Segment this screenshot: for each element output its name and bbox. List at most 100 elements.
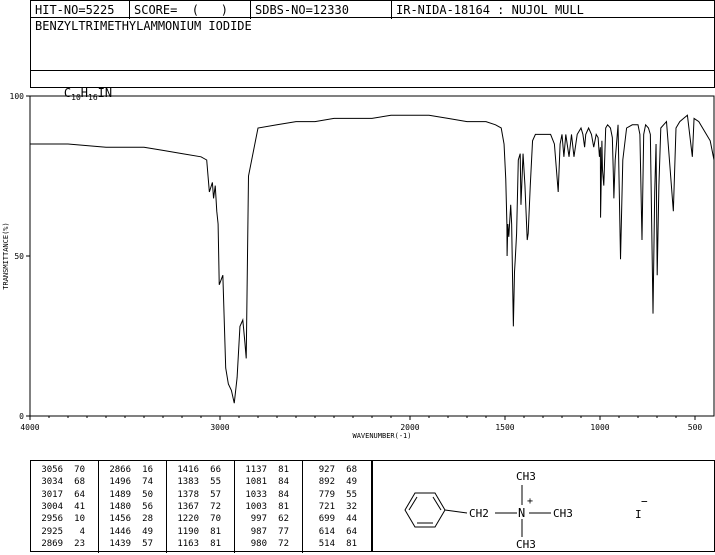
peak-row: 892 49 [309, 476, 357, 488]
x-axis-label: WAVENUMBER(-1) [352, 432, 411, 440]
peak-row: 1137 81 [241, 464, 289, 476]
nitrogen-atom: N [518, 506, 525, 520]
peak-row: 3004 41 [37, 501, 85, 513]
peak-wavenumber: 997 [250, 514, 267, 525]
peak-wavenumber: 1033 [245, 489, 267, 500]
peak-transmittance: 10 [74, 514, 85, 525]
header-divider [129, 1, 130, 19]
peak-transmittance: 57 [142, 538, 153, 549]
peak-wavenumber: 1416 [177, 465, 199, 475]
peak-wavenumber: 2925 [41, 526, 63, 537]
ch2-group: CH2 [469, 507, 489, 520]
peak-transmittance: 41 [74, 501, 85, 512]
peak-wavenumber: 1496 [109, 477, 131, 488]
y-axis-label: TRANSMITTANCE(%) [2, 222, 10, 289]
peak-row: 1367 72 [173, 501, 221, 513]
peak-row: 980 72 [241, 538, 289, 550]
score: SCORE= ( ) [134, 3, 228, 17]
peak-row: 1456 28 [105, 513, 153, 525]
positive-charge: + [527, 496, 533, 507]
peak-wavenumber: 1137 [245, 465, 267, 475]
peak-row: 721 32 [309, 501, 357, 513]
peak-wavenumber: 1446 [109, 526, 131, 537]
peak-column: 2866 16 1496 74 1489 50 1480 56 1456 28 1446 49 1439… [99, 461, 167, 553]
peak-row: 997 62 [241, 513, 289, 525]
peak-wavenumber: 1220 [177, 514, 199, 525]
peak-transmittance: 68 [74, 477, 85, 488]
peak-wavenumber: 2956 [41, 514, 63, 525]
peak-row: 987 77 [241, 526, 289, 538]
formula-divider [31, 70, 714, 71]
peak-transmittance: 70 [74, 465, 85, 475]
x-tick-label: 3000 [210, 423, 229, 432]
peak-wavenumber: 2866 [109, 465, 131, 475]
peak-column: 1416 66 1383 55 1378 57 1367 72 1220 70 1190 81 1163… [167, 461, 235, 553]
methyl-top: CH3 [516, 470, 536, 483]
y-tick-label: 100 [10, 92, 25, 101]
peak-table: 3056 70 3034 68 3017 64 3004 41 2956 10 2925 4 2869 2… [30, 460, 372, 553]
peak-wavenumber: 1378 [177, 489, 199, 500]
bond-ring-ch2 [444, 509, 468, 514]
peak-wavenumber: 514 [318, 538, 335, 549]
peak-transmittance: 64 [74, 489, 85, 500]
peak-wavenumber: 1081 [245, 477, 267, 488]
peak-row: 1163 81 [173, 538, 221, 550]
peak-transmittance: 55 [346, 489, 357, 500]
y-tick-label: 0 [19, 412, 24, 421]
peak-row: 779 55 [309, 489, 357, 501]
peak-row: 2925 4 [37, 526, 85, 538]
peak-transmittance: 4 [79, 526, 85, 537]
peak-transmittance: 16 [142, 465, 153, 475]
peak-transmittance: 72 [210, 501, 221, 512]
peak-wavenumber: 1190 [177, 526, 199, 537]
peak-transmittance: 72 [278, 538, 289, 549]
peak-transmittance: 70 [210, 514, 221, 525]
peak-row: 2956 10 [37, 513, 85, 525]
peak-transmittance: 81 [346, 538, 357, 549]
peak-row: 1378 57 [173, 489, 221, 501]
iodide-ion: I [635, 508, 642, 521]
hit-no: HIT-NO=5225 [35, 3, 115, 17]
peak-wavenumber: 1456 [109, 514, 131, 525]
peak-row: 699 44 [309, 513, 357, 525]
peak-wavenumber: 3017 [41, 489, 63, 500]
peak-transmittance: 23 [74, 538, 85, 549]
peak-transmittance: 55 [210, 477, 221, 488]
header-divider [250, 1, 251, 19]
peak-wavenumber: 1489 [109, 489, 131, 500]
peak-transmittance: 49 [346, 477, 357, 488]
peak-row: 614 64 [309, 526, 357, 538]
peak-wavenumber: 721 [318, 501, 335, 512]
y-tick-label: 50 [14, 252, 24, 261]
x-tick-label: 500 [688, 423, 703, 432]
peak-wavenumber: 980 [250, 538, 267, 549]
x-tick-label: 2000 [400, 423, 419, 432]
peak-row: 1190 81 [173, 526, 221, 538]
peak-wavenumber: 892 [318, 477, 335, 488]
peak-transmittance: 84 [278, 489, 289, 500]
peak-transmittance: 68 [346, 465, 357, 475]
peak-row: 927 68 [309, 464, 357, 476]
peak-row: 1220 70 [173, 513, 221, 525]
x-tick-label: 1000 [590, 423, 609, 432]
peak-row: 1033 84 [241, 489, 289, 501]
peak-row: 1003 81 [241, 501, 289, 513]
peak-row: 1081 84 [241, 476, 289, 488]
peak-row: 3017 64 [37, 489, 85, 501]
peak-wavenumber: 3034 [41, 477, 63, 488]
peak-row: 1446 49 [105, 526, 153, 538]
peak-wavenumber: 1003 [245, 501, 267, 512]
peak-transmittance: 81 [210, 538, 221, 549]
peak-wavenumber: 1383 [177, 477, 199, 488]
peak-wavenumber: 699 [318, 514, 335, 525]
spectrum-line [30, 114, 715, 404]
peak-transmittance: 77 [278, 526, 289, 537]
sdbs-no: SDBS-NO=12330 [255, 3, 349, 17]
peak-row: 3056 70 [37, 464, 85, 476]
peak-wavenumber: 2869 [41, 538, 63, 549]
peak-wavenumber: 1480 [109, 501, 131, 512]
ir-spectrum-chart: 0 50 100 4000 3000 2000 1500 1000 500 WAVENUMBER(… [2, 92, 715, 440]
peak-wavenumber: 927 [318, 465, 335, 475]
peak-row: 3034 68 [37, 476, 85, 488]
peak-transmittance: 57 [210, 489, 221, 500]
